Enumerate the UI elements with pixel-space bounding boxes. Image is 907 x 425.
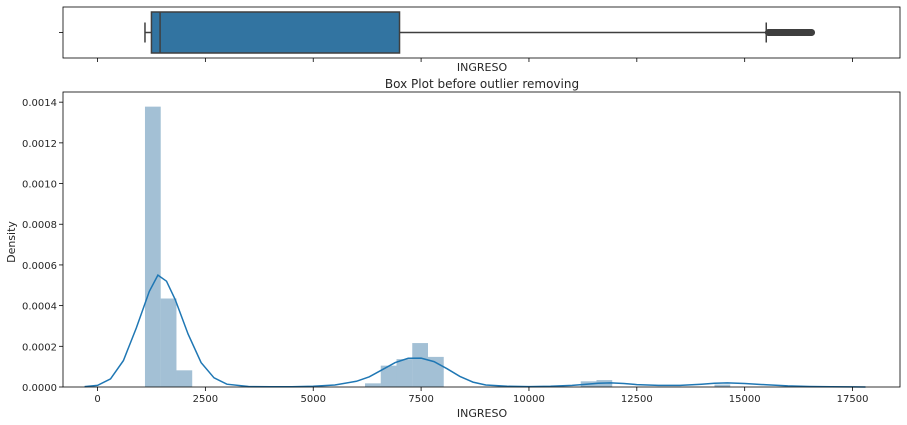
histogram-bar [380,365,397,387]
x-tick-label: 5000 [301,394,326,405]
histogram-bar [412,343,429,387]
x-tick-label: 0 [94,394,100,405]
chart-title: Box Plot before outlier removing [385,77,579,91]
interquartile-box [150,11,401,54]
x-tick-label: 10000 [513,394,545,405]
y-tick-label: 0.0006 [22,261,57,272]
y-tick-label: 0.0012 [22,139,57,150]
box-plot-axes [59,6,901,62]
plot-area [63,92,900,387]
histogram-bar [160,298,177,387]
x-tick-label: 17500 [837,394,869,405]
histogram-bar [144,106,161,387]
x-axis-label: INGRESO [457,407,508,420]
histogram-bar [176,370,193,387]
plot-frame [62,91,901,388]
x-tick-label: 2500 [193,394,218,405]
kde-line [84,273,866,388]
histogram-bar [428,356,444,387]
y-tick-label: 0.0002 [22,342,57,353]
y-tick-label: 0.0010 [22,180,57,191]
histogram-bar [714,384,731,387]
x-tick-label: 7500 [408,394,433,405]
histogram-bar [365,383,381,387]
y-tick-label: 0.0014 [22,98,57,109]
box-plot-x-axis-label: INGRESO [457,61,508,74]
density-histogram-axes: 0.0000 0.0002 0.0004 0.0006 0.0008 0.0010 0.00… [22,91,901,405]
histogram-bar [396,359,413,387]
x-tick-label: 12500 [621,394,653,405]
y-tick-label: 0.0004 [22,302,57,313]
y-tick-label: 0.0000 [22,383,57,394]
y-axis-label: Density [5,221,18,263]
outlier-markers [764,28,816,36]
outlier-point [808,28,816,36]
y-tick-label: 0.0008 [22,220,57,231]
x-tick-label: 15000 [729,394,761,405]
